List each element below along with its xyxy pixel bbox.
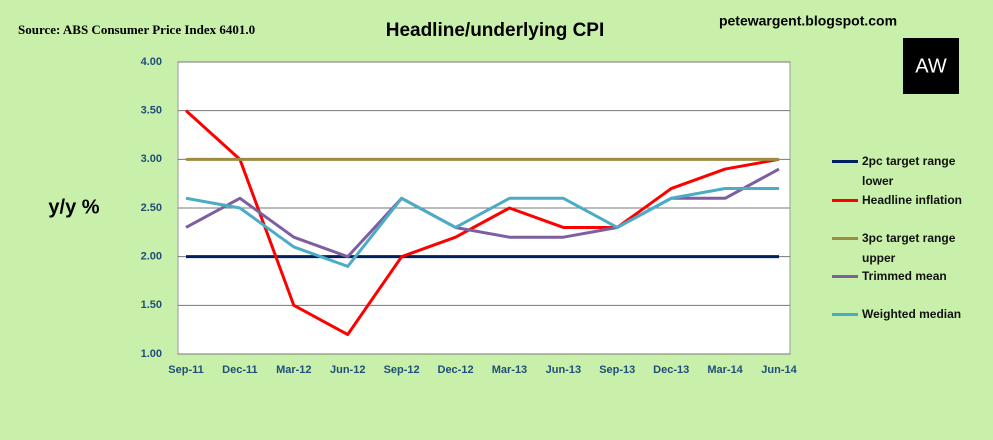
- x-tick-label: Mar-13: [492, 364, 527, 376]
- y-tick-label: 2.00: [141, 251, 162, 263]
- series-line: [184, 109, 780, 337]
- logo: AW: [915, 55, 947, 77]
- x-tick-label: Dec-13: [653, 364, 689, 376]
- y-tick-label: 3.00: [141, 153, 162, 165]
- legend-item: Headline inflation: [832, 190, 982, 210]
- y-tick-label: 4.00: [141, 56, 162, 68]
- series-line: [185, 187, 779, 268]
- site: petewargent.blogspot.com: [719, 13, 897, 29]
- legend-swatch: [832, 199, 858, 202]
- y-tick-label: 3.50: [141, 105, 162, 117]
- y-tick-label: 1.00: [141, 348, 162, 360]
- legend-label: Headline inflation: [862, 193, 963, 207]
- legend-item: Weighted median: [832, 304, 982, 324]
- x-tick-label: Sep-11: [168, 364, 203, 376]
- legend-swatch: [832, 237, 858, 240]
- legend-swatch: [832, 160, 858, 163]
- x-tick-label: Mar-14: [707, 364, 743, 376]
- legend-label: Trimmed mean: [862, 269, 947, 283]
- x-tick-label: Dec-11: [222, 364, 257, 376]
- y-tick-label: 1.50: [141, 299, 162, 311]
- legend-label: 3pc target range upper: [862, 231, 956, 265]
- legend-item: 2pc target range lower: [832, 151, 982, 191]
- legend-swatch: [832, 313, 858, 316]
- logo-box: [903, 38, 959, 94]
- x-tick-label: Jun-12: [330, 364, 365, 376]
- legend-label: 2pc target range lower: [862, 154, 956, 188]
- x-tick-label: Jun-14: [761, 364, 797, 376]
- chart-title: Headline/underlying CPI: [386, 20, 605, 41]
- legend-item: 3pc target range upper: [832, 228, 982, 268]
- x-tick-label: Sep-13: [599, 364, 635, 376]
- series-line: [185, 167, 780, 259]
- legend-item: Trimmed mean: [832, 266, 982, 286]
- x-tick-label: Sep-12: [384, 364, 420, 376]
- legend-label: Weighted median: [862, 307, 962, 321]
- y-tick-label: 2.50: [141, 202, 162, 214]
- legend-swatch: [832, 275, 858, 278]
- x-tick-label: Mar-12: [276, 364, 311, 376]
- source: Source: ABS Consumer Price Index 6401.0: [18, 22, 255, 37]
- x-tick-label: Jun-13: [546, 364, 581, 376]
- x-tick-label: Dec-12: [438, 364, 474, 376]
- y-axis-label: y/y %: [48, 196, 99, 218]
